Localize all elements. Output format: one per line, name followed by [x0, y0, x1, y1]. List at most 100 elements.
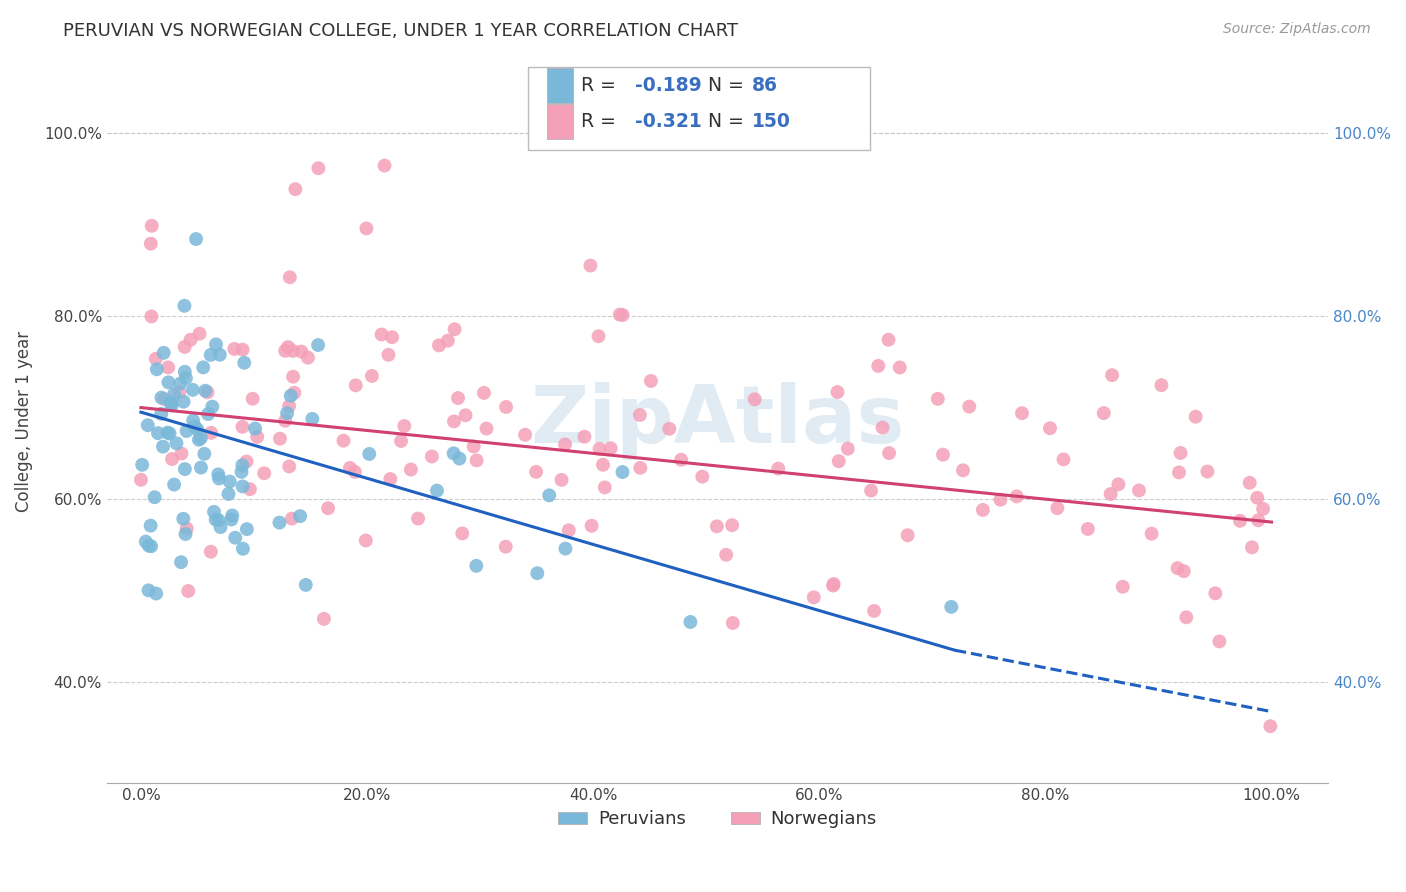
Point [278, 399, 301, 413]
Point [406, 511, 429, 525]
Point [193, 447, 215, 461]
Point [208, 348, 231, 362]
Point [290, 344, 312, 359]
Point [235, 454, 257, 468]
Point [828, 454, 851, 468]
Point [200, 544, 222, 558]
Point [1197, 465, 1219, 479]
Point [218, 475, 240, 489]
Point [246, 430, 269, 444]
Point [1128, 483, 1150, 498]
Text: Source: ZipAtlas.com: Source: ZipAtlas.com [1223, 22, 1371, 37]
Point [714, 548, 737, 562]
Point [281, 343, 304, 358]
Point [190, 460, 212, 475]
Point [153, 392, 176, 406]
Point [426, 483, 449, 498]
Point [823, 577, 845, 591]
Point [803, 591, 825, 605]
Point [1101, 368, 1123, 383]
Point [941, 599, 963, 614]
Point [860, 483, 883, 498]
Point [593, 480, 616, 494]
Point [669, 452, 692, 467]
Text: R =: R = [581, 112, 621, 131]
Point [420, 450, 443, 464]
Point [307, 161, 329, 176]
Point [354, 533, 377, 548]
Point [141, 219, 163, 233]
Point [160, 398, 183, 412]
Point [138, 539, 160, 553]
FancyBboxPatch shape [529, 67, 870, 150]
Point [276, 406, 298, 420]
Point [288, 509, 311, 524]
Point [692, 469, 714, 483]
Point [1077, 522, 1099, 536]
Point [579, 259, 602, 273]
Point [628, 461, 651, 475]
FancyBboxPatch shape [547, 69, 574, 103]
Point [823, 578, 845, 592]
Point [145, 586, 167, 600]
Point [373, 159, 395, 173]
Point [218, 487, 240, 501]
Point [990, 492, 1012, 507]
Point [239, 482, 262, 496]
Point [628, 408, 651, 422]
Point [1170, 446, 1192, 460]
Point [176, 424, 198, 438]
Text: PERUVIAN VS NORWEGIAN COLLEGE, UNDER 1 YEAR CORRELATION CHART: PERUVIAN VS NORWEGIAN COLLEGE, UNDER 1 Y… [63, 22, 738, 40]
Point [1240, 541, 1263, 555]
Point [554, 437, 576, 451]
Point [281, 511, 304, 525]
Point [1204, 586, 1226, 600]
Point [581, 518, 603, 533]
Point [146, 426, 169, 441]
Point [159, 426, 181, 441]
Point [138, 583, 160, 598]
Point [370, 327, 392, 342]
Point [163, 387, 186, 401]
Point [972, 503, 994, 517]
Point [186, 423, 208, 437]
Point [163, 477, 186, 491]
Point [232, 541, 254, 556]
Point [294, 578, 316, 592]
Point [443, 414, 465, 428]
Point [612, 308, 634, 322]
Point [706, 519, 728, 533]
Point [554, 541, 576, 556]
Point [231, 419, 253, 434]
Point [236, 522, 259, 536]
Point [447, 391, 470, 405]
Point [1052, 452, 1074, 467]
Point [399, 462, 422, 476]
Point [209, 520, 232, 534]
Point [1107, 477, 1129, 491]
Point [131, 458, 153, 472]
Point [897, 528, 920, 542]
Point [139, 539, 162, 553]
Point [465, 558, 488, 573]
Point [312, 612, 335, 626]
Text: N =: N = [707, 112, 749, 131]
Point [1039, 421, 1062, 435]
Point [187, 433, 209, 447]
Point [224, 342, 246, 356]
Point [170, 446, 193, 460]
Point [721, 615, 744, 630]
Point [1140, 526, 1163, 541]
Point [1005, 489, 1028, 503]
Point [201, 400, 224, 414]
Point [169, 376, 191, 391]
Point [443, 322, 465, 336]
Point [157, 376, 180, 390]
Point [197, 385, 219, 400]
Point [451, 526, 474, 541]
Point [837, 442, 859, 456]
Point [640, 374, 662, 388]
Point [157, 360, 180, 375]
Point [173, 299, 195, 313]
Point [316, 501, 339, 516]
